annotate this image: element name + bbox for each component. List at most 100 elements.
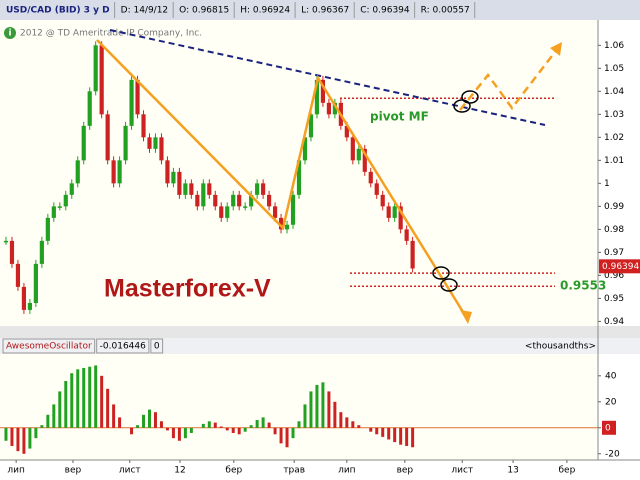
oscillator-bar [142,414,146,428]
y-tick-label: 0 [605,423,611,433]
price-candle [267,194,272,207]
y-tick-label: 1.02 [604,133,624,143]
y-tick-label: 1.05 [604,64,624,74]
x-tick-label: трав [283,466,305,476]
oscillator-bar [10,427,14,446]
price-candle [231,194,236,207]
forecast-arrow [550,42,562,56]
oscillator-bar [34,427,38,439]
oscillator-bar [231,427,235,433]
pivot-marker [461,90,479,104]
oscillator-bar [100,375,104,428]
x-tick-label: лип [7,466,25,476]
oscillator-bar [171,427,175,439]
price-candle [171,171,176,184]
price-candle [9,240,15,264]
y-tick-label: 20 [605,397,617,407]
oscillator-field-box [96,338,150,354]
oscillator-bar [112,404,116,428]
price-candle [129,79,134,126]
x-tick-label: вер [65,466,82,476]
copyright: 2012 @ TD Ameritrade IP Company, Inc. [20,29,202,39]
price-candle [308,114,314,138]
wave-line [96,39,470,321]
oscillator-bar [285,427,289,448]
price-candle [21,286,27,310]
price-candle [15,263,21,287]
x-tick-label: 12 [174,466,185,476]
wave-arrow [460,310,472,324]
price-candle [3,240,9,243]
price-candle [261,183,266,195]
oscillator-field: 0 [154,342,160,352]
price-candle [27,302,32,310]
oscillator-bar [339,412,343,428]
pivot-label: pivot MF [370,110,429,124]
price-candle [278,217,284,230]
oscillator-bar [130,427,134,435]
y-tick-label: 1 [604,179,610,189]
oscillator-field: AwesomeOscillator [6,342,92,352]
price-candle [177,171,182,195]
header-field: O: 0.96815 [179,6,229,16]
oscillator-bar [279,427,283,444]
trend-line [109,29,546,126]
header-field: H: 0.96924 [240,6,290,16]
price-candle [374,183,379,195]
oscillator-bar [46,414,50,428]
brand-label: Masterforex-V [104,275,271,303]
price-candle [326,102,331,115]
price-candle [392,206,397,218]
price-candle [368,171,373,184]
level-label: 0.9553 [560,279,606,293]
y-tick-label: 1.01 [604,156,624,166]
price-candle [75,160,80,184]
oscillator-bar [249,425,253,428]
x-tick-label: лист [119,466,141,476]
price-candle [398,206,403,230]
oscillator-bar [28,427,32,449]
price-candle [249,194,254,207]
x-tick-label: бер [558,466,575,476]
oscillator-bar [369,427,373,432]
price-candle [189,183,194,195]
price-candle [93,45,98,92]
oscillator-bar [303,404,307,428]
oscillator-bar [315,384,319,428]
oscillator-header [0,338,640,354]
price-candle [99,45,104,115]
oscillator-bar [411,427,415,448]
oscillator-bar [70,373,74,428]
oscillator-bar [64,381,68,428]
oscillator-bar [88,366,92,428]
oscillator-bar [82,368,86,428]
price-candle [195,194,200,207]
x-tick-label: лип [338,466,356,476]
price-candle [225,206,230,218]
oscillator-bar [183,427,187,439]
info-icon[interactable] [4,27,16,39]
price-candle [123,125,128,161]
price-candle [87,91,92,126]
header-field: D: 14/9/12 [121,6,169,16]
oscillator-field-box [2,338,96,354]
oscillator-bar [219,426,223,428]
price-candle [141,114,146,138]
price-candle [350,137,355,161]
price-candle [159,137,164,161]
y-tick-label: 0.94 [604,317,624,327]
zero-box [602,420,616,435]
header-field: USD/CAD (BID) 3 y D [6,6,110,16]
oscillator-bar [58,391,62,428]
target-marker [432,266,450,280]
price-candle [39,240,44,264]
price-candle [105,114,110,161]
price-candle [290,194,296,225]
x-tick-label: 13 [507,466,518,476]
price-candle [410,240,415,269]
header-field: R: 0.00557 [421,6,470,16]
oscillator-plot [0,354,598,460]
oscillator-bar [321,382,325,428]
price-candle [332,102,337,115]
oscillator-bar [333,401,337,428]
